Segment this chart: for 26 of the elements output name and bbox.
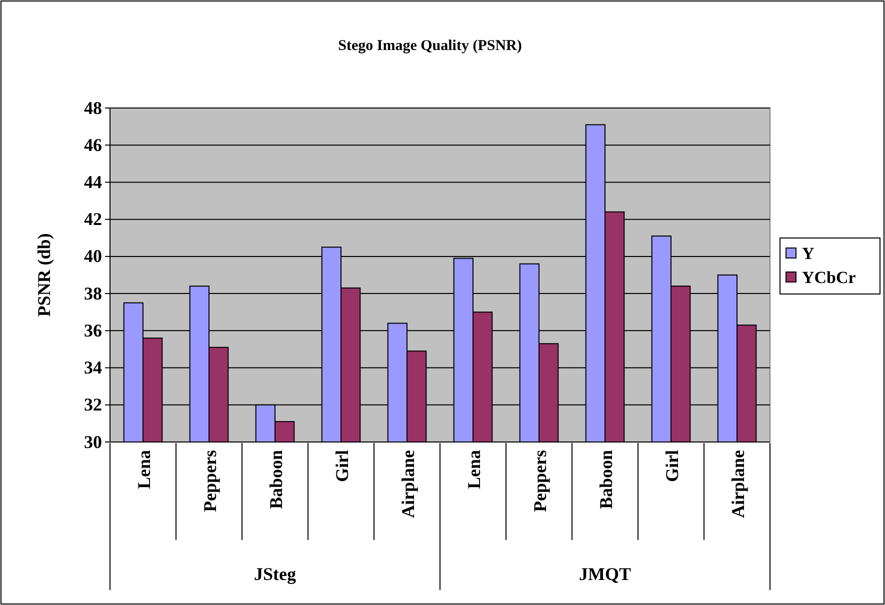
x-tick-label: Peppers (200, 450, 220, 512)
text: JMQT (579, 564, 631, 584)
y-axis-title: PSNR (db) (34, 233, 54, 317)
x-tick-label: Airplane (398, 450, 418, 518)
x-tick-label: Baboon (596, 450, 616, 510)
x-tick-label: Lena (464, 450, 484, 490)
x-tick-label: Peppers (530, 450, 550, 512)
x-tick-label: Baboon (266, 450, 286, 510)
x-tick-label: Airplane (728, 450, 748, 518)
text: JSteg (254, 564, 296, 584)
x-tick-label: Girl (332, 450, 352, 482)
y-tick-label: 48 (84, 98, 102, 118)
y-tick-label: 36 (84, 320, 102, 340)
chart-title: Stego Image Quality (PSNR) (338, 38, 522, 54)
y-tick-label: 42 (84, 209, 102, 230)
y-tick-label: 34 (84, 358, 102, 378)
y-tick-label: 40 (84, 246, 102, 266)
y-tick-label: 30 (84, 432, 102, 452)
x-tick-label: Girl (662, 450, 682, 482)
y-tick-label: 44 (84, 172, 102, 192)
y-tick-label: 32 (84, 394, 102, 415)
x-tick-label: Lena (134, 450, 154, 490)
legend-label: YCbCr (802, 268, 856, 287)
legend-label: Y (802, 244, 814, 263)
y-tick-label: 46 (84, 134, 102, 155)
y-tick-label: 38 (84, 283, 102, 304)
